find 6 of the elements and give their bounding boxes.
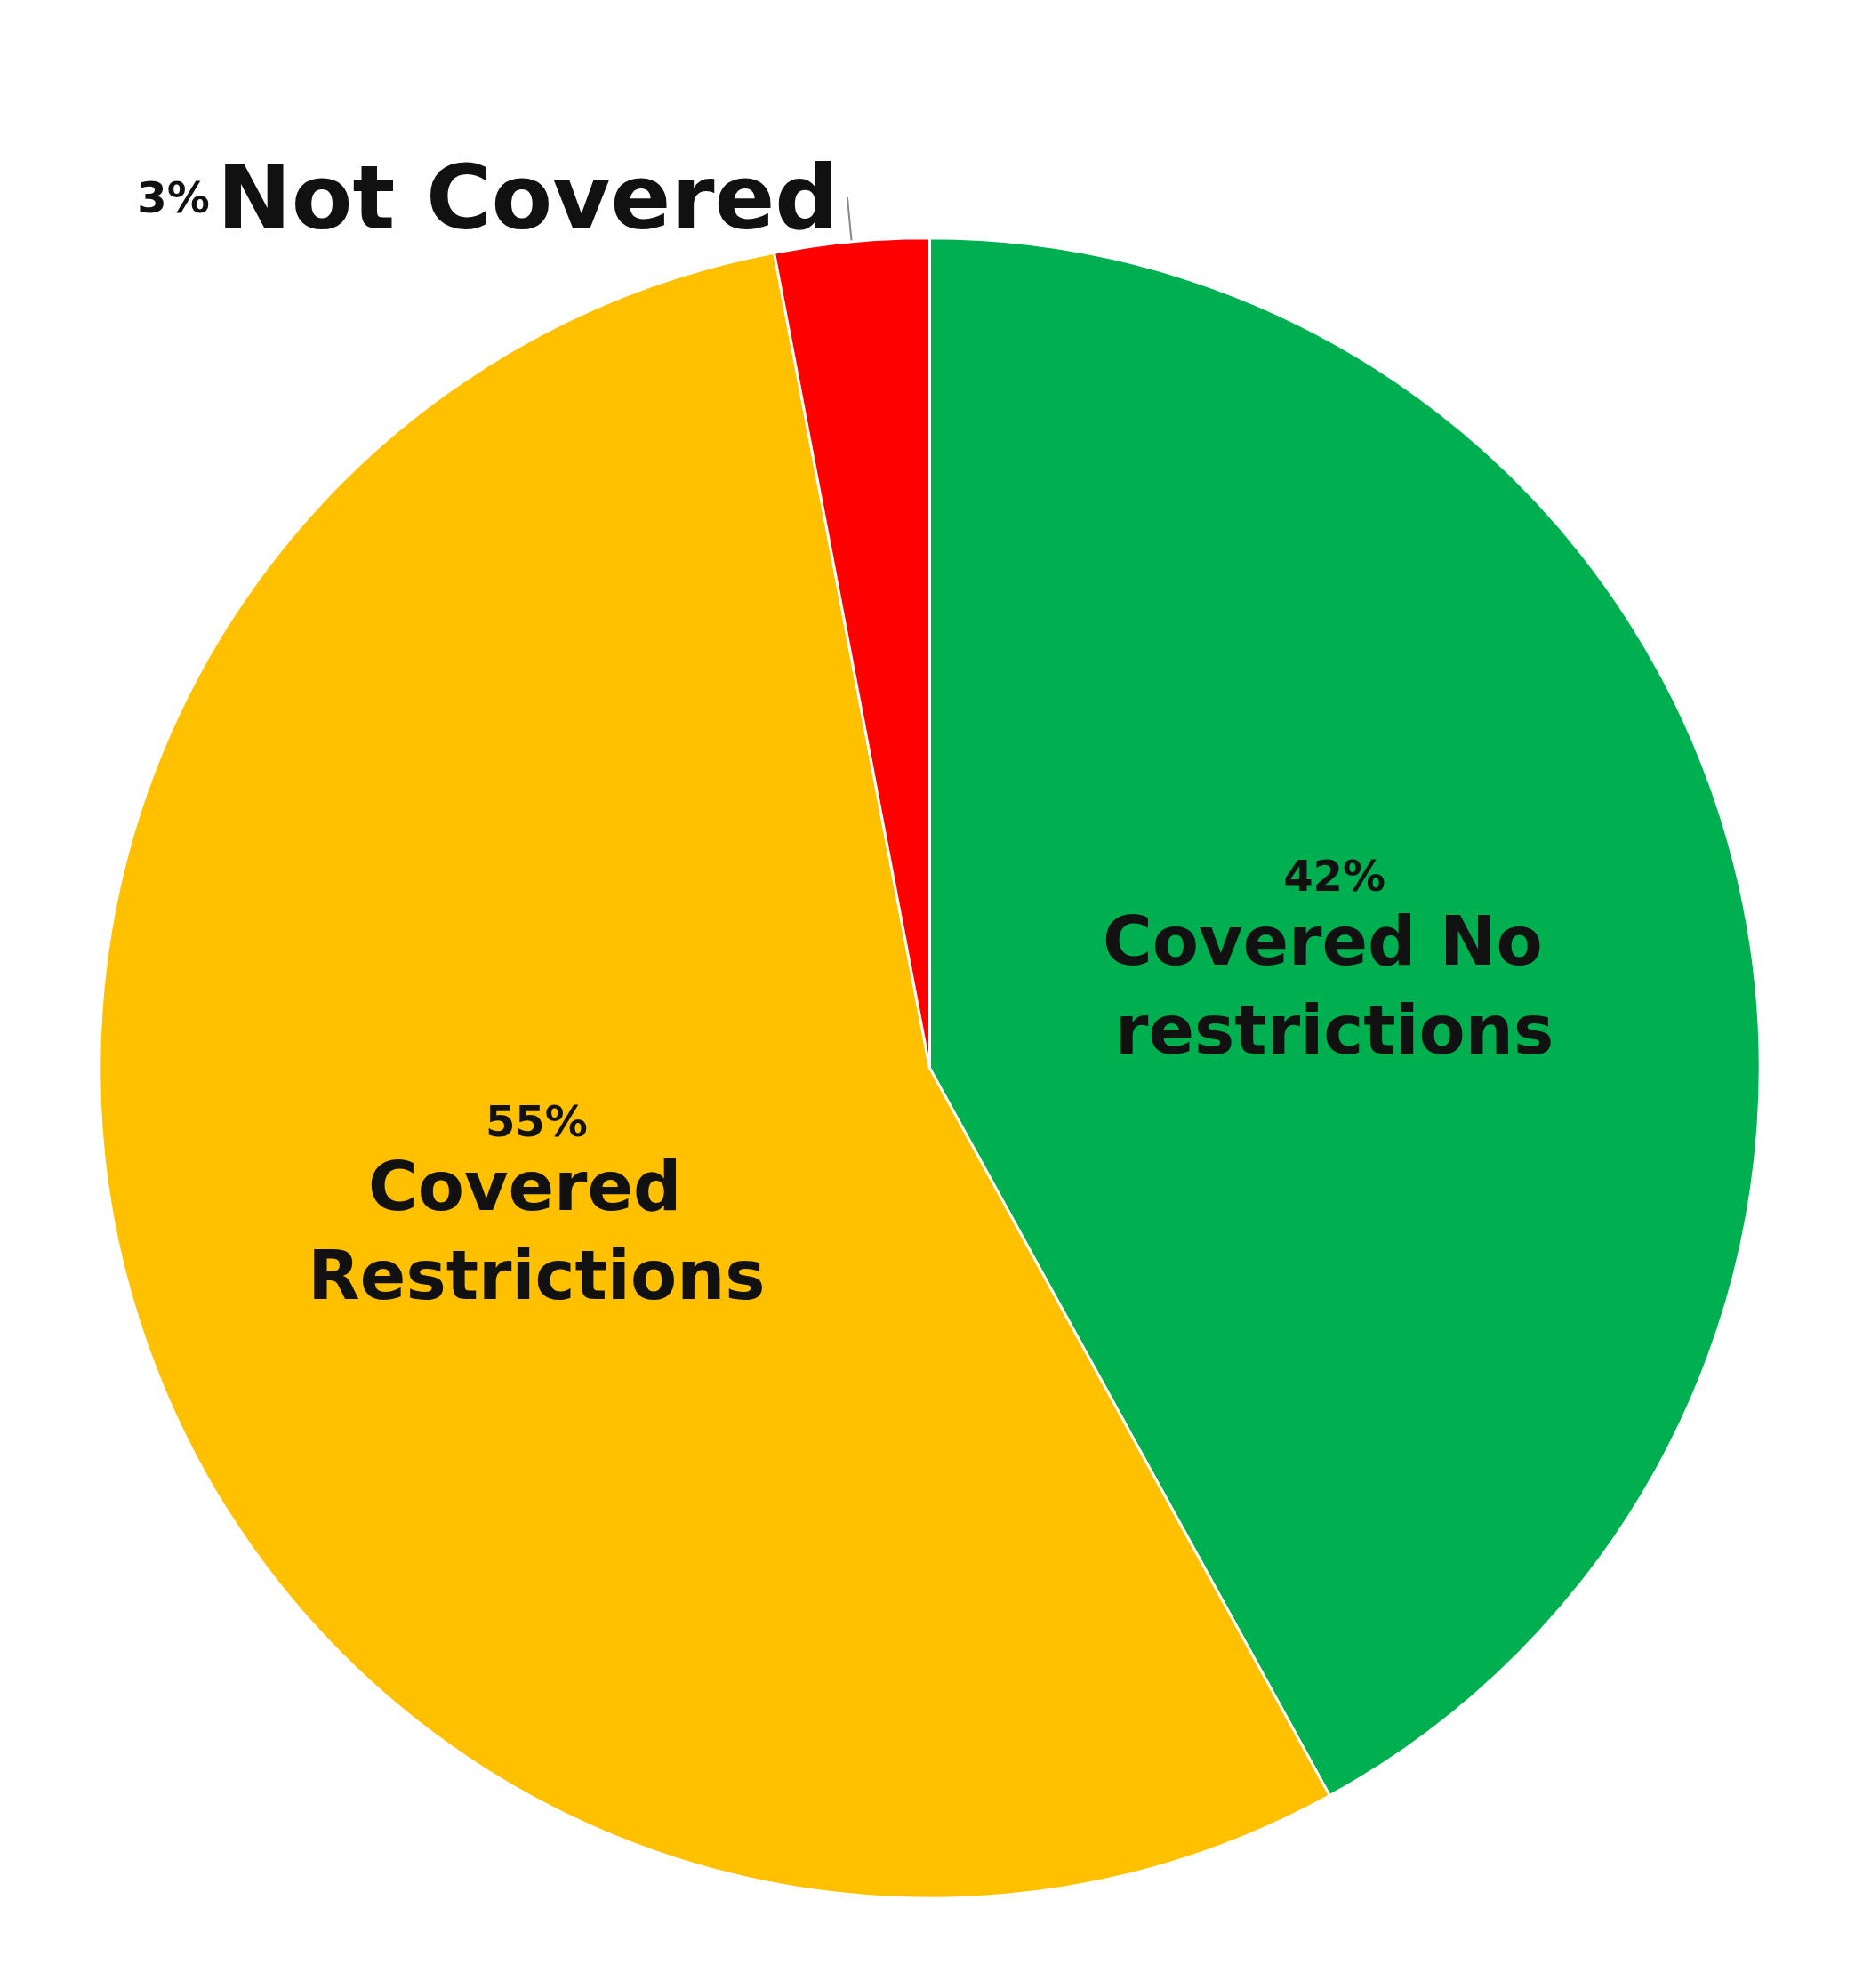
data-label: 3%	[137, 172, 210, 223]
slice-label: Not Covered	[217, 145, 839, 250]
data-label: 42%	[1283, 850, 1386, 901]
data-label: 55%	[485, 1095, 588, 1146]
slice-label: Covered No restrictions	[1102, 902, 1567, 1070]
slice-label: Covered Restrictions	[308, 1147, 766, 1316]
